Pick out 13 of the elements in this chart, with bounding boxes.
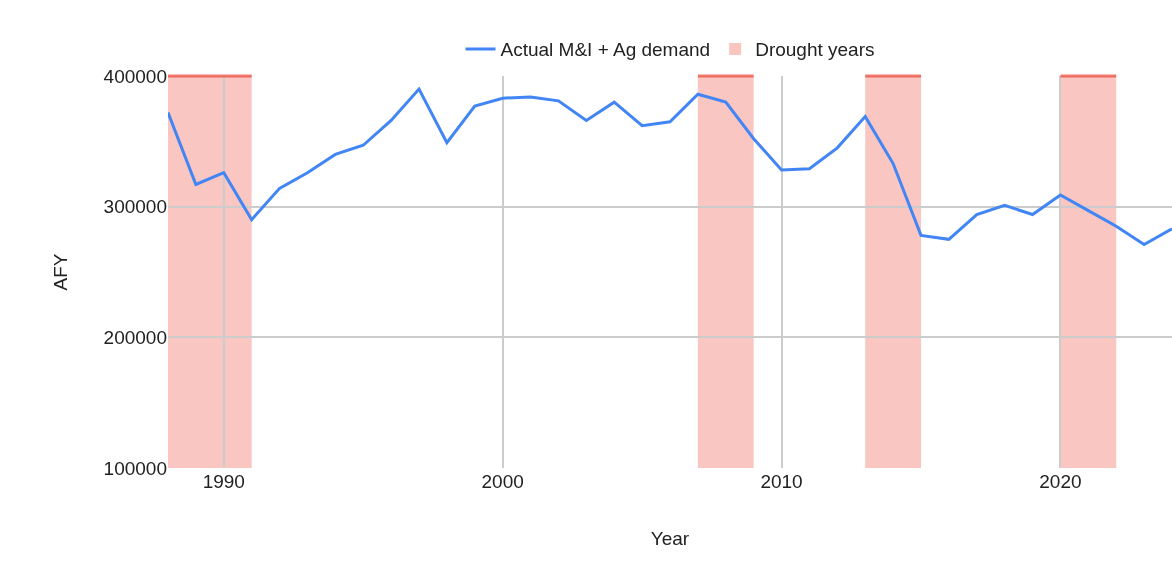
y-tick-label: 200000 — [103, 326, 167, 348]
legend-label: Actual M&I + Ag demand — [500, 39, 711, 61]
x-tick-label: 1990 — [202, 471, 245, 492]
y-axis-title: AFY — [50, 253, 72, 291]
x-axis-title: Year — [650, 527, 690, 549]
x-tick-label: 2020 — [1039, 471, 1082, 492]
legend-label: Drought years — [755, 39, 875, 61]
y-tick-label: 100000 — [103, 457, 167, 479]
x-tick-label: 2000 — [481, 471, 524, 492]
line-series — [168, 87, 1172, 247]
y-tick-label: 400000 — [103, 65, 167, 87]
y-tick-label: 300000 — [103, 196, 167, 218]
x-tick-label: 2010 — [760, 471, 803, 492]
